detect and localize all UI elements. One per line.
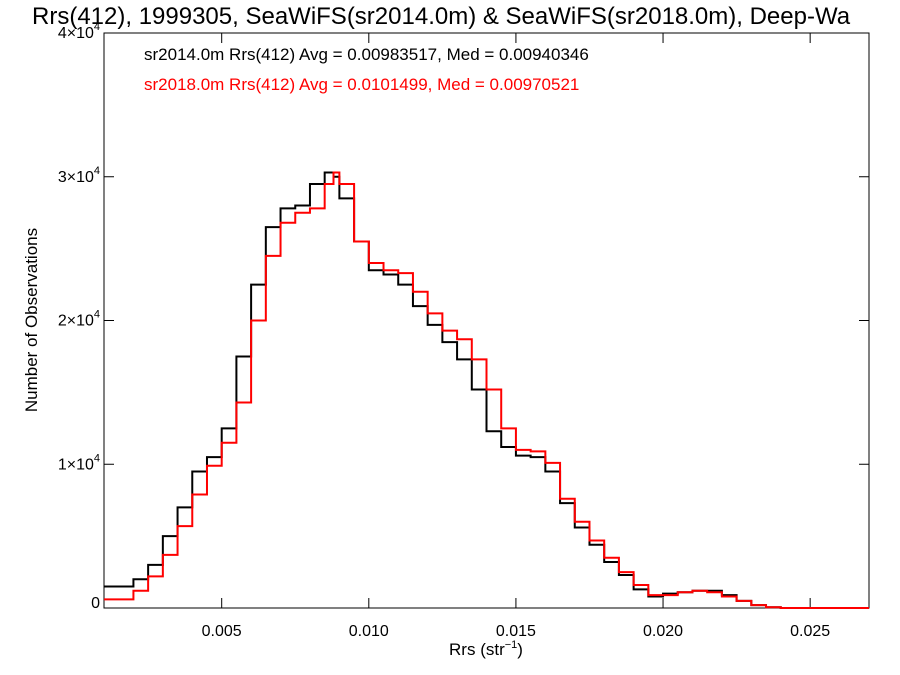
x-tick-label: 0.015 <box>496 623 536 640</box>
x-tick-label: 0.020 <box>643 623 683 640</box>
plot-frame <box>103 32 870 609</box>
y-tick-label: 4×104 <box>58 21 100 42</box>
x-tick-label: 0.010 <box>349 623 389 640</box>
y-axis-label: Number of Observations <box>22 228 41 412</box>
y-tick-label: 3×104 <box>58 165 100 186</box>
y-axis: 0 1×104 2×104 3×104 4×104 <box>58 21 869 612</box>
x-axis-label-main: Rrs (str <box>449 640 505 659</box>
x-axis-label-end: ) <box>517 640 523 659</box>
y-tick-label: 0 <box>91 595 100 612</box>
chart-title: Rrs(412), 1999305, SeaWiFS(sr2014.0m) & … <box>32 3 851 30</box>
legend-entry-2: sr2018.0m Rrs(412) Avg = 0.0101499, Med … <box>144 75 579 94</box>
x-axis-label-superscript: −1 <box>505 639 518 651</box>
x-tick-label: 0.025 <box>790 623 830 640</box>
x-axis-label: Rrs (str−1) <box>449 639 523 659</box>
series-layer <box>104 171 869 609</box>
y-tick-label: 2×104 <box>58 309 100 330</box>
series-line-2 <box>104 171 869 609</box>
x-axis: 0.005 0.010 0.015 0.020 0.025 <box>202 33 830 640</box>
y-tick-label: 1×104 <box>58 452 100 473</box>
x-tick-label: 0.005 <box>202 623 242 640</box>
legend-entry-1: sr2014.0m Rrs(412) Avg = 0.00983517, Med… <box>144 45 589 64</box>
